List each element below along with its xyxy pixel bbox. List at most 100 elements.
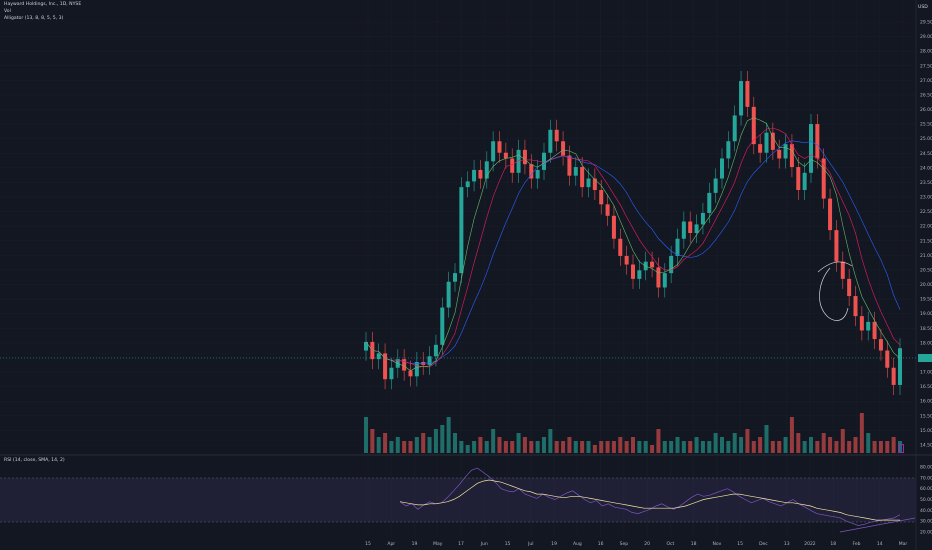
volume-bar <box>828 437 833 453</box>
candle-body <box>789 144 794 168</box>
candle-body <box>446 281 451 308</box>
candle-body <box>700 212 705 225</box>
volume-bar <box>859 413 864 453</box>
volume-bar <box>694 437 699 453</box>
alligator-lines <box>365 117 901 371</box>
candle-body <box>427 356 432 365</box>
candle-body <box>408 370 413 377</box>
candle-body <box>580 167 585 188</box>
candle-body <box>516 149 521 173</box>
candle-body <box>383 353 388 380</box>
time-tick-label: 2022 <box>804 541 816 547</box>
volume-bar <box>643 441 648 453</box>
price-tick-label: 25.00 <box>920 136 932 142</box>
time-tick-label: Mar <box>899 541 908 547</box>
candle-body <box>891 367 896 385</box>
price-tick-label: 15.00 <box>920 428 932 434</box>
rsi-tick-label: 80.00 <box>920 465 932 471</box>
candle-body <box>732 115 737 142</box>
volume-bar <box>472 441 477 453</box>
volume-bar <box>726 441 731 453</box>
price-tick-label: 28.00 <box>920 49 932 55</box>
rsi-tick-label: 40.00 <box>920 508 932 514</box>
volume-bar <box>878 441 883 453</box>
rsi-tick-label: 60.00 <box>920 486 932 492</box>
candle-body <box>542 152 546 170</box>
candle-body <box>815 124 820 159</box>
volume-bar <box>624 441 629 453</box>
volume-bar <box>548 429 553 453</box>
volume-bar <box>402 441 407 453</box>
candle-body <box>853 296 858 317</box>
volume-bar <box>675 437 680 453</box>
volume-bar <box>599 441 604 453</box>
volume-legend: Vol <box>4 9 11 14</box>
time-tick-label: 18 <box>691 541 697 547</box>
volume-bar <box>656 429 661 453</box>
hand-drawn-curve <box>817 261 853 321</box>
volume-bar <box>872 441 877 453</box>
volume-bar <box>751 441 756 453</box>
price-tick-label: 29.00 <box>920 34 932 40</box>
alligator-jaw-line <box>365 140 901 364</box>
volume-bar <box>440 425 445 453</box>
volume-bar <box>586 441 591 453</box>
currency-label: USD <box>918 5 928 10</box>
candle-body <box>726 141 731 159</box>
time-tick-label: 18 <box>830 541 836 547</box>
rsi-band <box>0 478 916 522</box>
volume-bar <box>592 445 597 453</box>
candle-body <box>472 169 477 182</box>
candle-body <box>414 362 419 377</box>
volume-bar <box>516 433 521 453</box>
candles[interactable] <box>364 71 902 395</box>
candle-body <box>847 278 852 297</box>
time-tick-label: 15 <box>365 541 371 547</box>
volume-bar <box>815 441 820 453</box>
volume-bar <box>669 441 674 453</box>
alligator-teeth-line <box>365 127 901 368</box>
time-tick-label: Jul <box>527 541 533 547</box>
volume-bar <box>866 433 871 453</box>
time-axis-labels: 15 Apr 19 May 17 Jun 15 Jul 19 Aug 16 Sep 20 Oct 18 Nov… <box>365 541 907 547</box>
price-tick-label: 25.50 <box>920 122 932 128</box>
volume-bar <box>389 441 394 453</box>
volume-bar <box>802 441 807 453</box>
volume-bar <box>885 441 890 453</box>
candle-body <box>459 187 464 274</box>
candle-body <box>777 149 782 159</box>
volume-bars <box>364 413 902 453</box>
candle-body <box>745 81 750 107</box>
volume-bar <box>364 417 368 453</box>
candle-body <box>605 204 610 216</box>
candle-body <box>866 321 871 331</box>
price-tick-label: 22.50 <box>920 209 932 215</box>
rsi-tick-label: 30.00 <box>920 519 932 525</box>
time-tick-label: 15 <box>737 541 743 547</box>
price-tick-label: 20.50 <box>920 267 932 273</box>
price-tick-label: 19.50 <box>920 297 932 303</box>
candle-body <box>592 178 597 190</box>
candle-body <box>631 264 635 279</box>
volume-bar <box>491 429 496 453</box>
time-tick-label: Dec <box>759 541 768 547</box>
candle-body <box>484 161 489 179</box>
candle-body <box>796 167 801 190</box>
time-tick-label: 19 <box>412 541 418 547</box>
volume-bar <box>554 441 559 453</box>
time-tick-label: 14 <box>877 541 883 547</box>
volume-bar <box>408 441 413 453</box>
candle-body <box>618 238 623 256</box>
candle-body <box>497 141 502 153</box>
candle-body <box>764 132 769 153</box>
volume-bar <box>783 437 788 453</box>
volume-bar <box>847 441 852 453</box>
candle-body <box>821 158 826 199</box>
candle-body <box>561 141 566 156</box>
candle-body <box>834 230 839 262</box>
price-tick-label: 22.00 <box>920 224 932 230</box>
price-tick-label: 14.50 <box>920 443 932 449</box>
volume-bar <box>414 437 419 453</box>
candle-body <box>440 307 445 345</box>
